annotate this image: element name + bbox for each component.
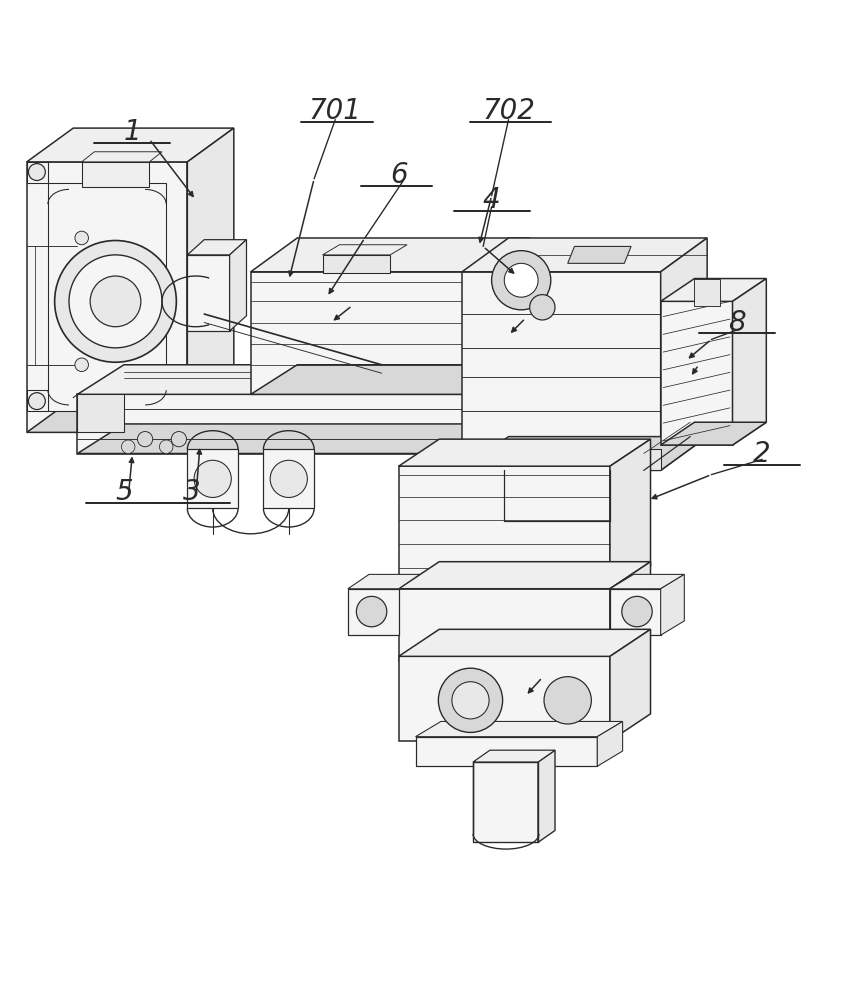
Polygon shape xyxy=(230,240,247,331)
Polygon shape xyxy=(348,574,420,589)
Circle shape xyxy=(438,668,503,732)
Polygon shape xyxy=(661,279,767,301)
Circle shape xyxy=(622,596,652,627)
Text: 702: 702 xyxy=(482,97,535,125)
Circle shape xyxy=(194,460,232,497)
Polygon shape xyxy=(77,365,690,394)
Polygon shape xyxy=(399,589,610,661)
Polygon shape xyxy=(251,365,530,394)
Polygon shape xyxy=(399,656,610,741)
Text: 3: 3 xyxy=(183,478,200,506)
Polygon shape xyxy=(416,721,622,737)
Polygon shape xyxy=(610,574,684,589)
Circle shape xyxy=(492,251,551,310)
Polygon shape xyxy=(538,750,555,842)
Polygon shape xyxy=(77,424,690,454)
Circle shape xyxy=(356,596,387,627)
Polygon shape xyxy=(81,162,149,187)
Polygon shape xyxy=(399,439,650,466)
Polygon shape xyxy=(77,394,124,432)
Polygon shape xyxy=(27,128,234,162)
Polygon shape xyxy=(462,449,661,470)
Text: 4: 4 xyxy=(483,186,500,214)
Polygon shape xyxy=(610,439,650,593)
Circle shape xyxy=(530,295,555,320)
Polygon shape xyxy=(399,562,650,589)
Circle shape xyxy=(54,241,176,362)
Polygon shape xyxy=(483,238,530,394)
Polygon shape xyxy=(661,238,707,470)
Polygon shape xyxy=(462,238,707,272)
Polygon shape xyxy=(27,162,187,432)
Text: 5: 5 xyxy=(115,478,133,506)
Polygon shape xyxy=(187,240,247,255)
Polygon shape xyxy=(77,394,644,454)
Circle shape xyxy=(159,440,173,454)
Polygon shape xyxy=(610,629,650,741)
Polygon shape xyxy=(27,390,47,411)
Circle shape xyxy=(544,677,591,724)
Polygon shape xyxy=(251,238,530,272)
Polygon shape xyxy=(251,272,483,394)
Circle shape xyxy=(29,393,45,410)
Polygon shape xyxy=(322,255,390,273)
Polygon shape xyxy=(462,437,707,470)
Polygon shape xyxy=(187,128,234,432)
Circle shape xyxy=(121,440,135,454)
Polygon shape xyxy=(610,562,650,661)
Circle shape xyxy=(137,432,153,447)
Polygon shape xyxy=(661,422,767,445)
Polygon shape xyxy=(101,287,132,316)
Circle shape xyxy=(171,432,187,447)
Polygon shape xyxy=(399,466,610,593)
Circle shape xyxy=(271,460,307,497)
Circle shape xyxy=(75,231,88,245)
Circle shape xyxy=(90,276,141,327)
Polygon shape xyxy=(264,449,314,508)
Polygon shape xyxy=(661,574,684,635)
Polygon shape xyxy=(187,255,230,331)
Polygon shape xyxy=(733,279,767,445)
Polygon shape xyxy=(187,449,238,508)
Polygon shape xyxy=(416,737,597,766)
Polygon shape xyxy=(597,721,622,766)
Polygon shape xyxy=(47,183,166,411)
Polygon shape xyxy=(27,399,234,432)
Text: 701: 701 xyxy=(309,97,362,125)
Text: 2: 2 xyxy=(753,440,771,468)
Text: 8: 8 xyxy=(728,309,745,337)
Polygon shape xyxy=(399,629,650,656)
Polygon shape xyxy=(462,272,661,470)
Circle shape xyxy=(29,164,45,181)
Polygon shape xyxy=(473,750,555,762)
Polygon shape xyxy=(348,589,399,635)
Polygon shape xyxy=(567,246,631,263)
Circle shape xyxy=(69,255,162,348)
Text: 6: 6 xyxy=(390,161,407,189)
Polygon shape xyxy=(81,152,162,162)
Circle shape xyxy=(75,358,88,372)
Polygon shape xyxy=(695,279,720,306)
Text: 1: 1 xyxy=(124,118,142,146)
Polygon shape xyxy=(322,245,407,255)
Polygon shape xyxy=(610,589,661,635)
Polygon shape xyxy=(661,301,733,445)
Circle shape xyxy=(452,682,489,719)
Polygon shape xyxy=(27,162,47,183)
Polygon shape xyxy=(473,762,538,842)
Circle shape xyxy=(505,263,538,297)
